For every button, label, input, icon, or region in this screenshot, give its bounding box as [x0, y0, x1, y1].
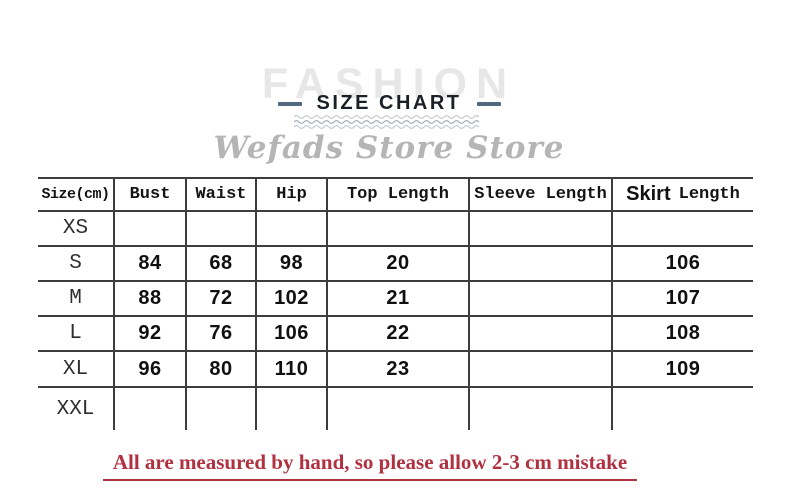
size-chart-title: SIZE CHART — [316, 92, 462, 114]
row-label-cell-s: S — [38, 247, 115, 282]
cell-m-sleeve-length — [470, 282, 613, 317]
size-table: Size(cm) Bust Waist Hip Top Length Sleev… — [38, 177, 753, 430]
measurement-note-row: All are measured by hand, so please allo… — [0, 450, 800, 481]
bust-header-label: Bust — [129, 185, 171, 204]
value-xl-bust: 96 — [138, 357, 162, 380]
cell-l-waist: 76 — [187, 317, 257, 352]
value-m-skirt-length: 107 — [665, 287, 701, 309]
value-xl-top-length: 23 — [386, 357, 410, 380]
size-label-xl: XL — [62, 357, 89, 381]
value-m-waist: 72 — [209, 287, 233, 309]
value-l-waist: 76 — [209, 322, 233, 344]
row-label-cell-xxl: XXL — [38, 388, 115, 430]
cell-s-sleeve-length — [470, 247, 613, 282]
cell-xxl-hip — [257, 388, 328, 430]
size-label-m: M — [69, 287, 82, 310]
cell-xxl-sleeve-length — [470, 388, 613, 430]
size-label-xs: XS — [62, 217, 89, 240]
cell-xl-skirt-length: 109 — [613, 352, 753, 388]
size-label-l: L — [69, 322, 82, 345]
header-cell-sleeve-length: Sleeve Length — [470, 177, 613, 212]
cell-l-bust: 92 — [115, 317, 187, 352]
header-cell-hip: Hip — [257, 177, 328, 212]
row-label-cell-m: M — [38, 282, 115, 317]
cell-xs-bust — [115, 212, 187, 247]
hip-header-label: Hip — [276, 185, 307, 204]
value-s-top-length: 20 — [386, 252, 410, 274]
value-m-bust: 88 — [138, 287, 162, 309]
cell-xxl-skirt-length — [613, 388, 753, 430]
size-label-s: S — [69, 252, 82, 275]
cell-s-hip: 98 — [257, 247, 328, 282]
title-left-dash — [277, 101, 302, 106]
size-unit-label: Size(cm) — [41, 186, 110, 203]
cell-xs-skirt-length — [613, 212, 753, 247]
row-label-cell-xs: XS — [38, 212, 115, 247]
cell-m-bust: 88 — [115, 282, 187, 317]
fashion-watermark-text: FASHION — [261, 60, 517, 108]
header-cell-skirt-length: Skirt Length — [613, 177, 753, 212]
waist-header-label: Waist — [195, 185, 247, 204]
cell-xl-waist: 80 — [187, 352, 257, 388]
cell-xl-bust: 96 — [115, 352, 187, 388]
cell-m-skirt-length: 107 — [613, 282, 753, 317]
cell-s-waist: 68 — [187, 247, 257, 282]
title-right-dash — [476, 101, 501, 106]
cell-xxl-bust — [115, 388, 187, 430]
value-l-skirt-length: 108 — [665, 322, 701, 344]
size-label-xxl: XXL — [56, 397, 95, 421]
value-xl-skirt-length: 109 — [665, 357, 701, 380]
cell-xxl-top-length — [328, 388, 470, 430]
value-s-bust: 84 — [138, 252, 162, 274]
row-label-cell-xl: XL — [38, 352, 115, 388]
top-length-header-label: Top Length — [346, 185, 450, 204]
header-cell-bust: Bust — [115, 177, 187, 212]
value-xl-waist: 80 — [209, 357, 233, 380]
value-s-skirt-length: 106 — [665, 252, 701, 274]
cell-xxl-waist — [187, 388, 257, 430]
cell-xl-sleeve-length — [470, 352, 613, 388]
cell-m-waist: 72 — [187, 282, 257, 317]
value-s-waist: 68 — [209, 252, 233, 274]
sleeve-length-header-label: Sleeve Length — [474, 185, 607, 204]
cell-s-top-length: 20 — [328, 247, 470, 282]
store-name: Wefads Store Store — [213, 130, 565, 166]
cell-l-top-length: 22 — [328, 317, 470, 352]
cell-xl-top-length: 23 — [328, 352, 470, 388]
skirt-length-word-label: Length — [678, 185, 740, 204]
cell-xl-hip: 110 — [257, 352, 328, 388]
cell-m-hip: 102 — [257, 282, 328, 317]
cell-xs-sleeve-length — [470, 212, 613, 247]
cell-xs-top-length — [328, 212, 470, 247]
header-cell-waist: Waist — [187, 177, 257, 212]
header-cell-size-unit: Size(cm) — [38, 177, 115, 212]
row-label-cell-l: L — [38, 317, 115, 352]
value-s-hip: 98 — [279, 252, 304, 274]
skirt-word-label: Skirt — [626, 183, 671, 205]
cell-l-skirt-length: 108 — [613, 317, 753, 352]
measurement-note: All are measured by hand, so please allo… — [102, 450, 638, 481]
size-chart-title-row: SIZE CHART — [0, 92, 778, 115]
cell-m-top-length: 21 — [328, 282, 470, 317]
value-xl-hip: 110 — [274, 357, 309, 380]
value-m-top-length: 21 — [386, 287, 410, 309]
cell-l-hip: 106 — [257, 317, 328, 352]
cell-s-skirt-length: 106 — [613, 247, 753, 282]
cell-xs-hip — [257, 212, 328, 247]
cell-s-bust: 84 — [115, 247, 187, 282]
cell-xs-waist — [187, 212, 257, 247]
value-l-hip: 106 — [274, 322, 309, 344]
value-l-top-length: 22 — [386, 322, 410, 344]
value-m-hip: 102 — [274, 287, 309, 309]
header-cell-top-length: Top Length — [328, 177, 470, 212]
wave-divider-icon — [0, 114, 778, 130]
value-l-bust: 92 — [138, 322, 162, 344]
cell-l-sleeve-length — [470, 317, 613, 352]
